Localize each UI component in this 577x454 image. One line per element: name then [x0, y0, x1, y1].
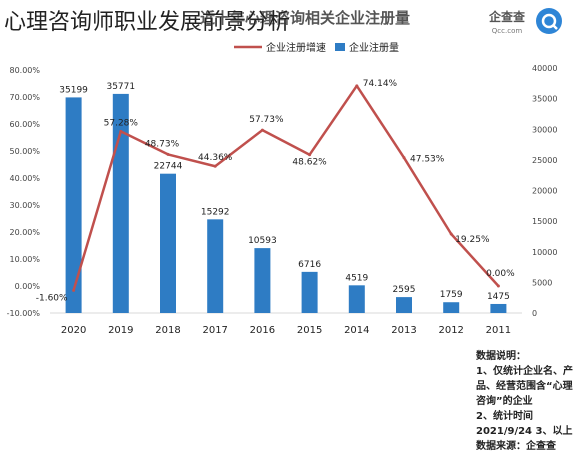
legend-bar-swatch [335, 43, 345, 51]
right-axis-tick: 20000 [532, 187, 557, 196]
axes: 80.00% 70.00% 60.00% 50.00% 40.00% 30.00% 20.0… [7, 64, 558, 336]
legend: 企业注册增速 企业注册量 [234, 41, 399, 54]
chart-screenshot: 近十年心理咨询相关企业注册量 企查查 Qcc.com 企业注册增速 企业注册量 … [4, 8, 573, 452]
notes-line-2-3: 2、统计时间2021/9/24 3、以上数据来源：企查查 [476, 409, 577, 454]
line-point [166, 152, 170, 156]
x-axis-tick: 2018 [155, 325, 180, 336]
line-point [308, 153, 312, 157]
bar-data-label: 1759 [440, 290, 463, 300]
bar-data-label: 10593 [248, 236, 277, 246]
left-axis-tick: 10.00% [9, 255, 40, 264]
line-point [402, 156, 406, 160]
data-notes: 数据说明： 1、仅统计企业名、产品、经营范围含“心理咨询”的企业 2、统计时间2… [476, 349, 577, 454]
x-axis-tick: 2014 [344, 325, 369, 336]
bar-data-label: 35199 [59, 85, 88, 95]
bar [301, 271, 318, 313]
notes-line-1: 1、仅统计企业名、产品、经营范围含“心理咨询”的企业 [476, 366, 573, 407]
x-axis-tick: 2013 [391, 325, 416, 336]
right-axis-tick: 25000 [532, 156, 557, 165]
bar-data-label: 2595 [393, 285, 416, 295]
bar-series: 35199 35771 22744 15292 10593 6716 4519 2595 175… [59, 82, 510, 314]
line-point [213, 164, 217, 168]
right-axis-tick: 10000 [532, 248, 557, 257]
x-axis-tick: 2017 [202, 325, 227, 336]
notes-line-2: 2、统计时间2021/9/24 [476, 411, 533, 437]
line-data-label: 48.73% [145, 139, 180, 149]
bar [65, 97, 82, 313]
line-data-label: -1.60% [36, 293, 68, 303]
line-data-label: 19.25% [455, 235, 490, 245]
x-axis-tick: 2012 [438, 325, 463, 336]
x-axis-tick: 2011 [486, 325, 511, 336]
line-point [496, 284, 500, 288]
bar-data-label: 1475 [487, 292, 510, 302]
right-axis-tick: 40000 [532, 64, 557, 73]
bar [443, 302, 460, 313]
bar-data-label: 4519 [345, 273, 368, 283]
bar [396, 297, 412, 313]
line-data-label: 47.53% [410, 155, 445, 165]
right-axis-tick: 5000 [532, 278, 552, 287]
left-axis-tick: 20.00% [9, 228, 40, 237]
line-point [260, 128, 264, 132]
bar [490, 303, 507, 313]
watermark-name: 企查查 [488, 9, 526, 24]
x-axis-tick: 2015 [297, 325, 322, 336]
bar-data-label: 15292 [201, 207, 230, 217]
line-data-label: 0.00% [486, 269, 515, 279]
line-point [72, 288, 76, 292]
qcc-logo [536, 8, 562, 34]
bar [160, 173, 176, 313]
chart-title: 近十年心理咨询相关企业注册量 [200, 9, 410, 27]
left-axis-tick: 60.00% [9, 120, 40, 129]
right-axis-tick: 0 [532, 309, 537, 318]
x-axis-tick: 2016 [250, 325, 275, 336]
line-data-label: 44.36% [198, 153, 233, 163]
left-axis-tick: 30.00% [9, 201, 40, 210]
legend-bar-label: 企业注册量 [349, 41, 399, 54]
left-axis-tick: 50.00% [9, 147, 40, 156]
left-axis-tick: 0.00% [15, 282, 41, 291]
bar [207, 219, 224, 313]
left-axis-tick: 80.00% [9, 66, 40, 75]
line-data-label: 57.73% [249, 115, 284, 125]
line-series: -1.60% 57.28% 48.73% 44.36% 57.73% 48.62% 74.1… [36, 79, 515, 303]
right-axis-tick: 35000 [532, 95, 557, 104]
bar-data-label: 35771 [106, 82, 135, 92]
watermark-url: Qcc.com [492, 27, 523, 35]
left-axis-tick: -10.00% [7, 309, 41, 318]
growth-line [72, 84, 500, 291]
x-axis-tick: 2020 [61, 325, 86, 336]
overlay-title: 心理咨询师职业发展前景分析 [4, 10, 291, 35]
left-axis-tick: 70.00% [9, 93, 40, 102]
line-data-label: 74.14% [363, 79, 398, 89]
right-axis-tick: 15000 [532, 217, 557, 226]
x-axis-tick: 2019 [108, 325, 133, 336]
bar [348, 285, 365, 313]
bar [254, 248, 271, 313]
line-point [449, 232, 453, 236]
line-data-label: 48.62% [292, 158, 327, 168]
chart-canvas: 近十年心理咨询相关企业注册量 企查查 Qcc.com 企业注册增速 企业注册量 … [7, 8, 562, 336]
notes-title: 数据说明： [476, 351, 526, 362]
bar-data-label: 22744 [154, 162, 183, 172]
left-axis-tick: 40.00% [9, 174, 40, 183]
right-axis-tick: 30000 [532, 125, 557, 134]
legend-line-label: 企业注册增速 [266, 41, 326, 54]
line-point [119, 129, 123, 133]
line-data-label: 57.28% [104, 118, 139, 128]
bar-data-label: 6716 [298, 260, 321, 270]
line-point [355, 84, 359, 88]
